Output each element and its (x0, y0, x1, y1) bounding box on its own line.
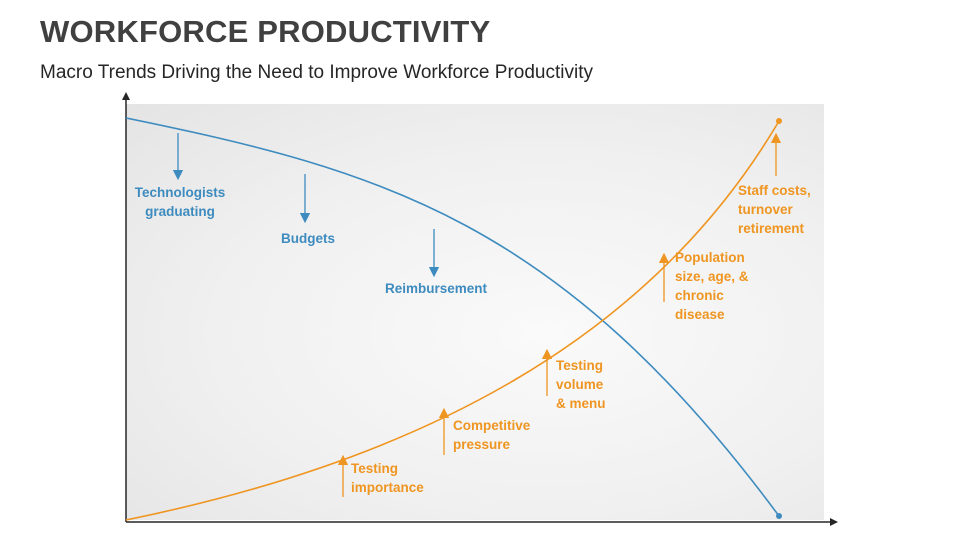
label-population: Population size, age, & chronic disease (675, 250, 749, 322)
plot-background (126, 104, 824, 520)
slide-title: WORKFORCE PRODUCTIVITY (40, 14, 491, 49)
slide-subtitle: Macro Trends Driving the Need to Improve… (40, 62, 593, 83)
label-reimbursement: Reimbursement (385, 281, 488, 296)
label-testing-importance: Testing importance (351, 461, 424, 495)
x-axis-arrowhead (830, 518, 838, 526)
rising-curve-endpoint (776, 118, 782, 124)
rising-trend-curve (125, 120, 780, 521)
label-staff-costs: Staff costs, turnover retirement (738, 183, 811, 236)
label-technologists-graduating: Technologists graduating (134, 185, 226, 219)
label-testing-volume: Testing volume & menu (556, 358, 606, 411)
declining-curve-endpoint (776, 513, 782, 519)
y-axis-arrowhead (122, 92, 130, 100)
declining-trend-curve (125, 117, 780, 517)
label-competitive-pressure: Competitive pressure (453, 418, 531, 452)
label-budgets: Budgets (281, 231, 335, 246)
